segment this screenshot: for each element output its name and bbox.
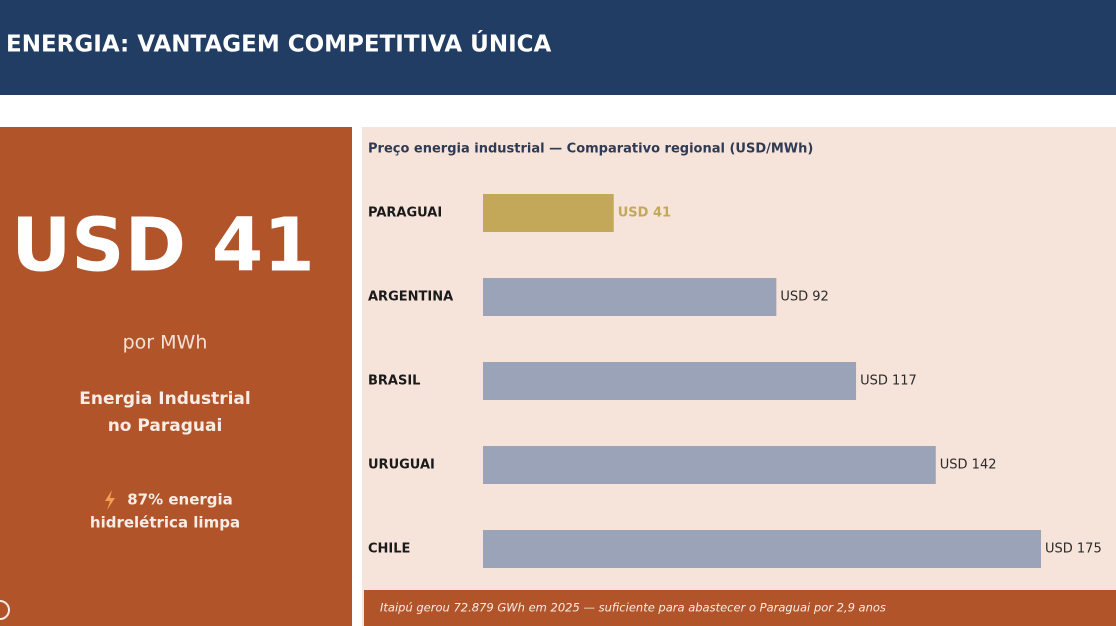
- bar: [483, 530, 1041, 568]
- highlight-panel: [0, 127, 352, 626]
- footnote-bar: [364, 590, 1116, 626]
- value-label: USD 175: [1045, 542, 1102, 557]
- bar: [483, 194, 614, 232]
- highlight-note: 87% energia: [127, 491, 233, 509]
- value-label: USD 117: [860, 374, 917, 389]
- category-label: BRASIL: [368, 374, 420, 389]
- category-label: CHILE: [368, 542, 410, 557]
- category-label: URUGUAI: [368, 458, 435, 473]
- lightning-icon: [105, 490, 115, 510]
- value-label: USD 92: [780, 290, 828, 305]
- highlight-value: USD 41: [11, 203, 315, 289]
- highlight-subtitle: no Paraguai: [108, 416, 223, 436]
- bar: [483, 278, 777, 316]
- footnote: Itaipú gerou 72.879 GWh em 2025 — sufici…: [380, 601, 886, 615]
- highlight-subtitle: Energia Industrial: [79, 389, 250, 409]
- category-label: ARGENTINA: [368, 290, 453, 305]
- value-label: USD 142: [940, 458, 997, 473]
- chart-title: Preço energia industrial — Comparativo r…: [368, 142, 813, 157]
- category-label: PARAGUAI: [368, 206, 442, 221]
- logo: [0, 600, 10, 620]
- header-title: ENERGIA: VANTAGEM COMPETITIVA ÚNICA: [6, 30, 552, 58]
- highlight-unit: por MWh: [123, 332, 208, 354]
- highlight-note: hidrelétrica limpa: [90, 514, 240, 532]
- bar: [483, 446, 936, 484]
- header-bar: [0, 0, 1116, 95]
- value-label: USD 41: [618, 206, 671, 221]
- bar: [483, 362, 857, 400]
